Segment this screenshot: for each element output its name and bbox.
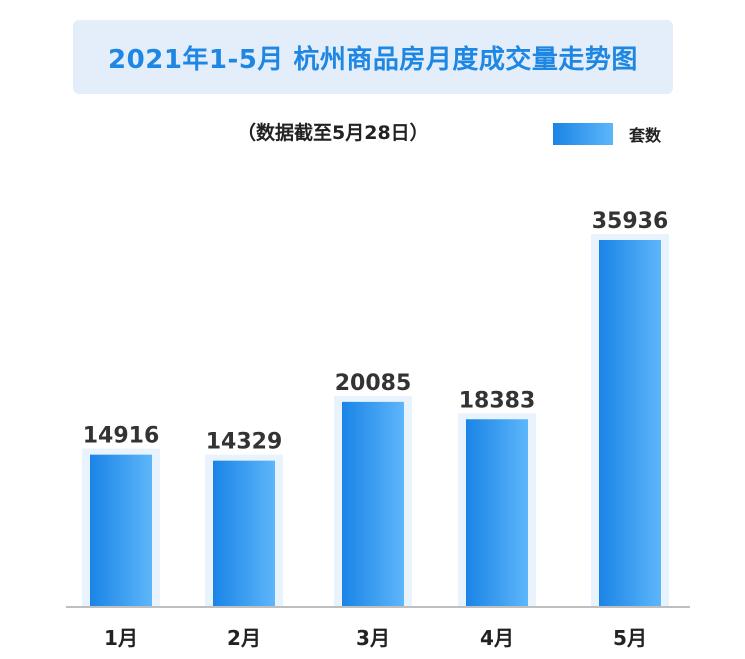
- x-tick-label: 4月: [480, 626, 514, 650]
- legend-swatch: [553, 123, 613, 145]
- data-label: 20085: [335, 371, 412, 396]
- x-tick-label: 2月: [227, 626, 261, 650]
- chart-title: 2021年1-5月 杭州商品房月度成交量走势图: [108, 44, 638, 75]
- bar: [342, 401, 404, 607]
- bar: [466, 419, 528, 607]
- data-label: 14329: [206, 430, 283, 455]
- bar: [599, 240, 661, 607]
- legend: 套数: [553, 122, 661, 146]
- chart-subtitle: （数据截至5月28日）: [237, 122, 429, 144]
- bar: [213, 460, 275, 607]
- data-label: 35936: [592, 209, 669, 234]
- data-label: 18383: [459, 388, 536, 413]
- bar: [90, 454, 152, 607]
- data-label: 14916: [83, 424, 160, 449]
- x-tick-label: 5月: [613, 626, 647, 650]
- title-banner: 2021年1-5月 杭州商品房月度成交量走势图: [73, 20, 673, 94]
- legend-label: 套数: [629, 126, 662, 145]
- x-tick-label: 3月: [356, 626, 390, 650]
- x-tick-label: 1月: [104, 626, 138, 650]
